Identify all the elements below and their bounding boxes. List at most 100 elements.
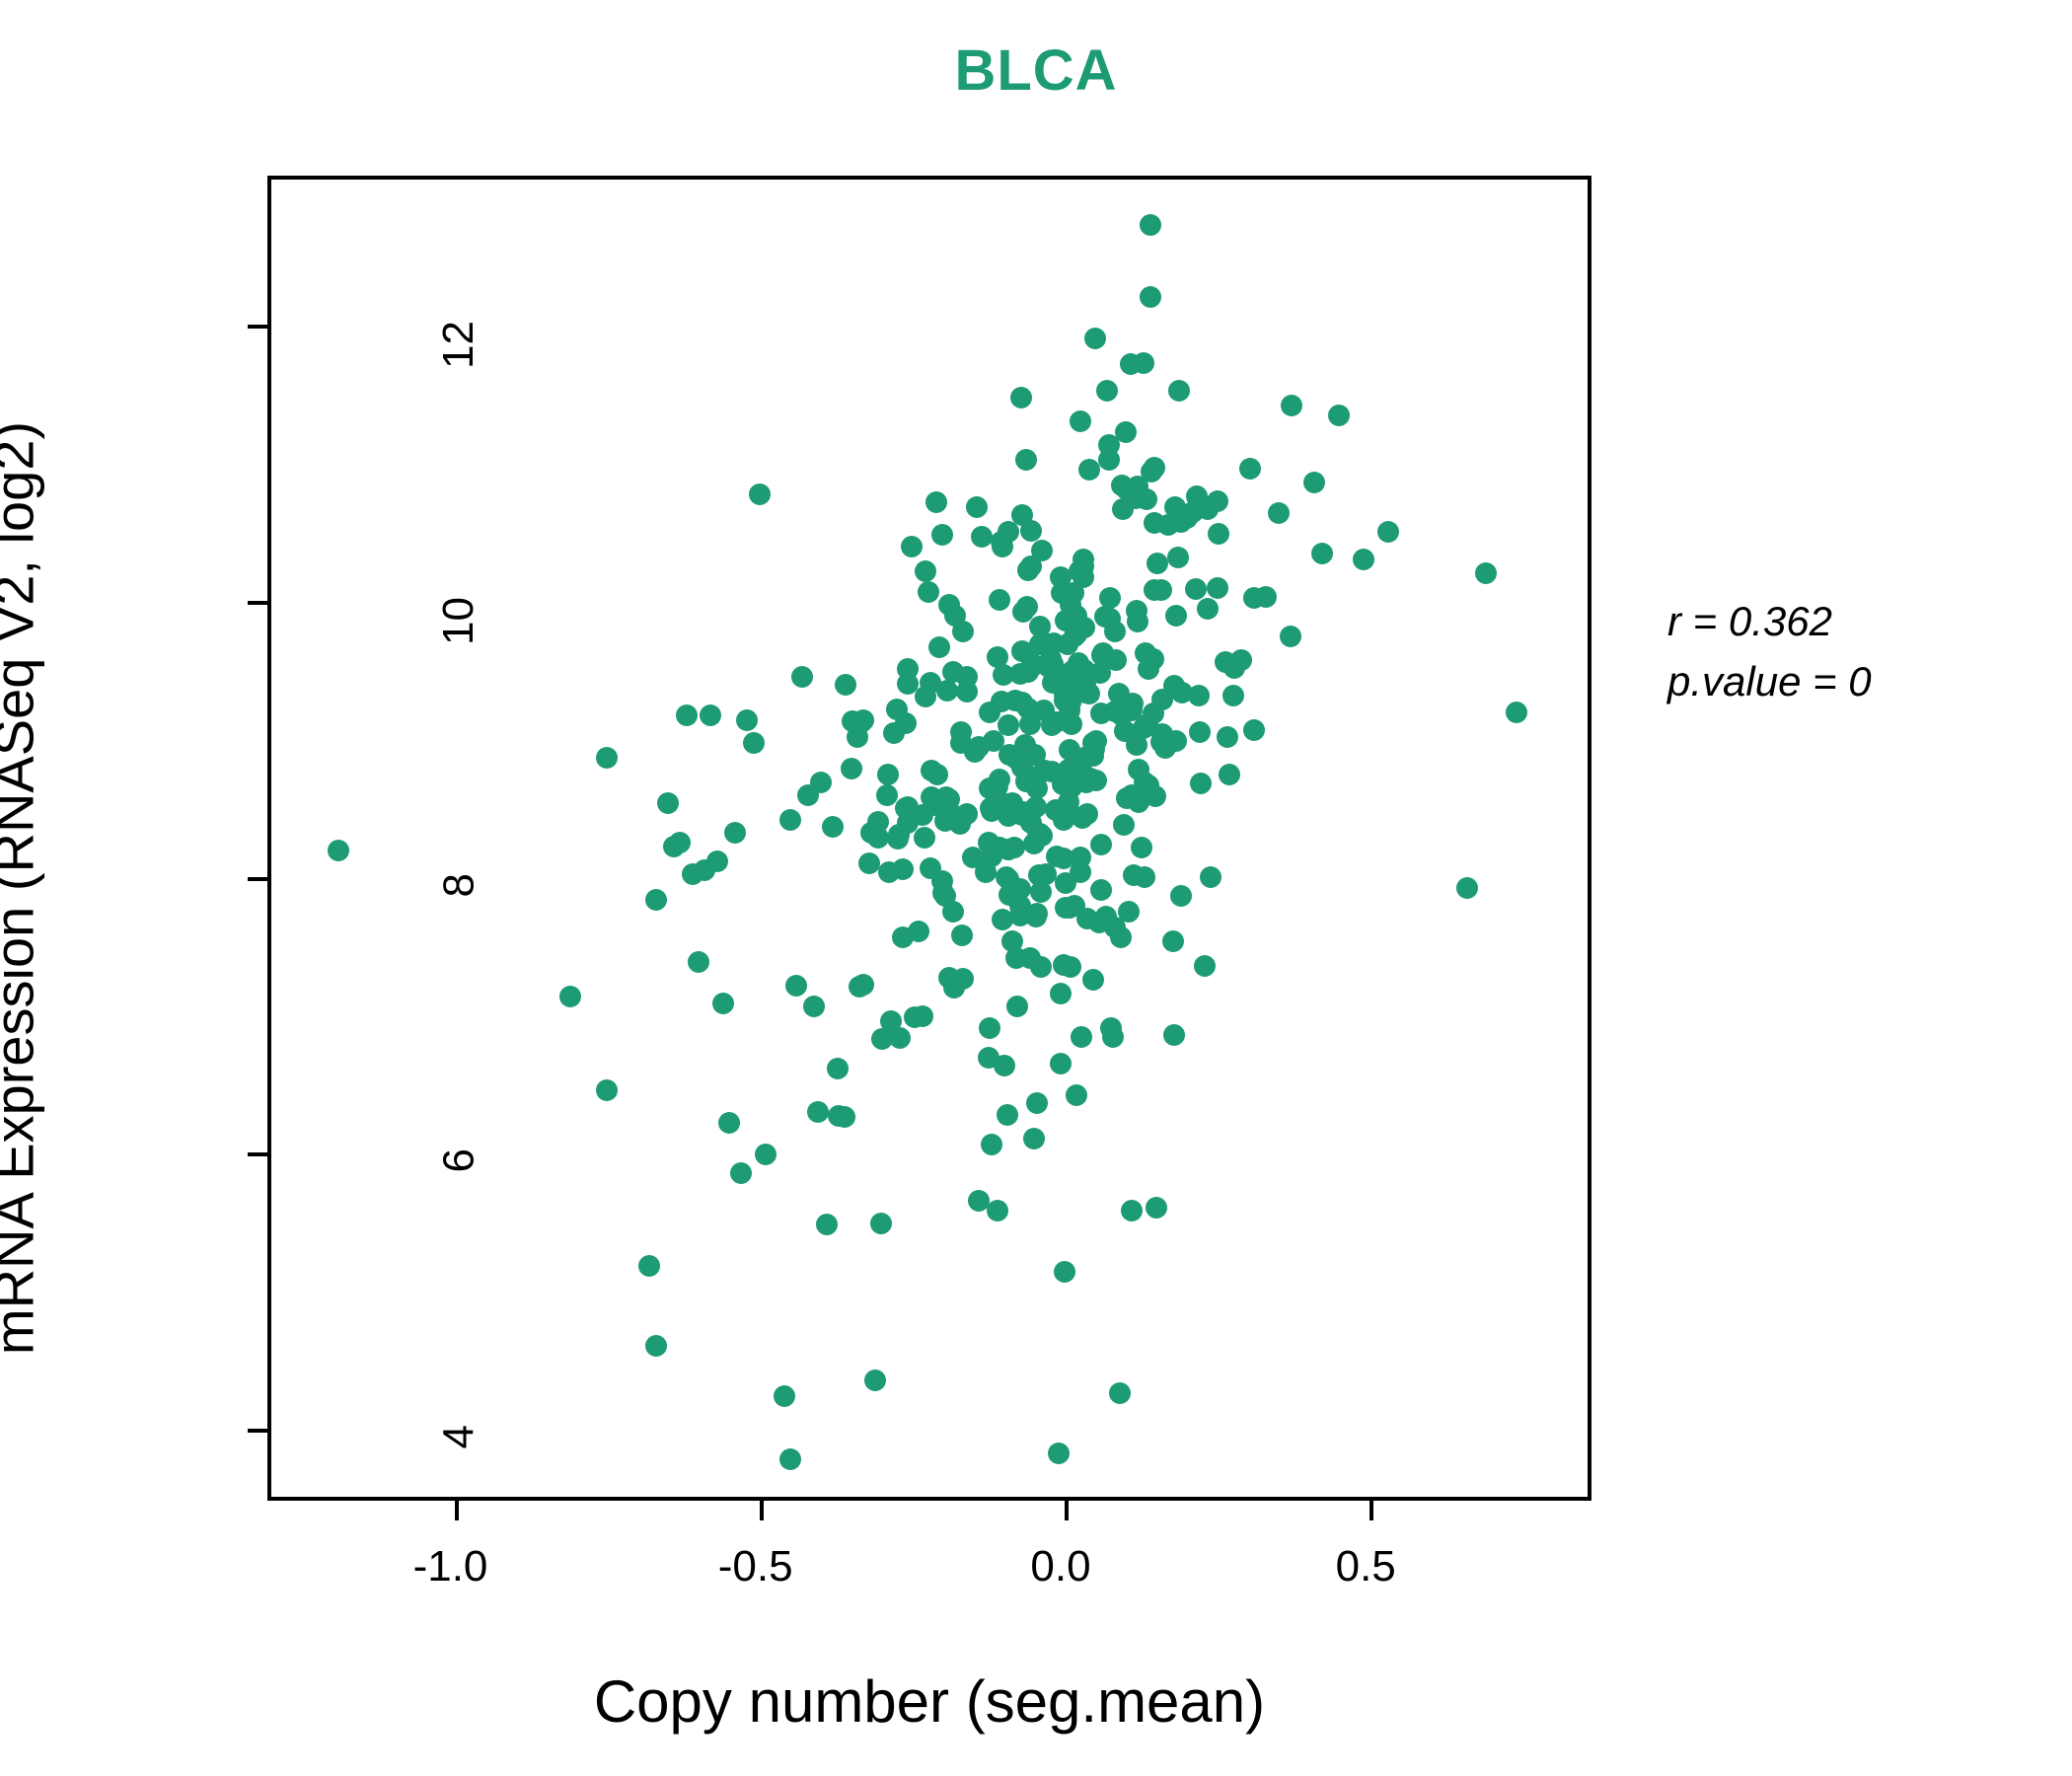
scatter-point — [1061, 713, 1082, 736]
scatter-point — [1112, 813, 1135, 836]
scatter-point — [977, 831, 999, 853]
scatter-point — [1376, 520, 1399, 543]
x-tick-label: 0.0 — [1030, 1542, 1091, 1591]
scatter-point — [827, 1058, 850, 1079]
y-tick-label: 10 — [434, 596, 482, 645]
scatter-point — [989, 790, 1011, 813]
scatter-point — [1049, 565, 1072, 588]
scatter-point — [809, 772, 832, 794]
scatter-point — [892, 926, 914, 949]
scatter-point — [1019, 555, 1042, 577]
scatter-point — [1057, 632, 1079, 655]
scatter-point — [1012, 601, 1035, 624]
scatter-point — [870, 1027, 893, 1050]
scatter-point — [1302, 471, 1325, 493]
scatter-point — [1134, 866, 1156, 889]
scatter-point — [748, 483, 771, 505]
scatter-point — [791, 665, 813, 688]
scatter-point — [942, 976, 965, 999]
scatter-point — [1041, 760, 1064, 782]
scatter-point — [1010, 804, 1033, 826]
scatter-point — [987, 645, 1009, 668]
scatter-point — [1028, 616, 1051, 638]
scatter-point — [1103, 700, 1126, 722]
scatter-point — [559, 986, 581, 1008]
scatter-point — [1089, 879, 1112, 902]
scatter-point — [1161, 929, 1184, 952]
scatter-point — [988, 589, 1010, 611]
scatter-point — [1144, 578, 1166, 601]
scatter-point — [1002, 837, 1025, 859]
scatter-point — [991, 908, 1013, 930]
scatter-point — [1242, 719, 1265, 741]
scatter-point — [1049, 1052, 1072, 1074]
scatter-point — [1014, 449, 1037, 472]
scatter-point — [644, 1335, 667, 1358]
scatter-point — [1121, 1200, 1143, 1221]
scatter-point — [1033, 699, 1056, 721]
scatter-point — [778, 809, 801, 832]
scatter-point — [941, 660, 964, 683]
correlation-annotation: r = 0.362 p.value = 0 — [1667, 592, 1872, 712]
scatter-point — [1164, 495, 1187, 518]
y-tick-label: 8 — [434, 872, 482, 897]
scatter-point — [1029, 881, 1052, 904]
scatter-point — [1126, 599, 1148, 622]
scatter-point — [1114, 421, 1137, 443]
scatter-point — [638, 1255, 661, 1277]
scatter-point — [1143, 703, 1165, 725]
scatter-point — [1044, 670, 1067, 693]
y-tick-label: 6 — [434, 1148, 482, 1173]
scatter-point — [1267, 501, 1290, 524]
scatter-point — [998, 714, 1020, 737]
scatter-point — [1069, 846, 1091, 868]
y-tick-label: 12 — [434, 320, 482, 369]
scatter-point — [1045, 845, 1068, 867]
scatter-point — [980, 1133, 1002, 1155]
scatter-point — [885, 699, 908, 721]
scatter-point — [1026, 902, 1049, 925]
x-tick-mark — [454, 1497, 459, 1520]
scatter-point — [927, 636, 950, 659]
scatter-point — [1108, 683, 1131, 705]
scatter-point — [1280, 394, 1302, 416]
scatter-point — [1167, 380, 1190, 403]
scatter-point — [1089, 662, 1112, 684]
scatter-point — [897, 672, 920, 695]
y-tick-mark — [248, 876, 271, 881]
x-axis-title: Copy number (seg.mean) — [593, 1668, 1266, 1735]
scatter-point — [911, 1005, 933, 1028]
scatter-point — [1025, 1092, 1048, 1115]
scatter-point — [1121, 784, 1144, 807]
chart-title: BLCA — [954, 38, 1118, 103]
scatter-point — [1197, 497, 1220, 520]
scatter-point — [687, 951, 709, 974]
scatter-point — [986, 1200, 1008, 1221]
scatter-point — [1222, 656, 1245, 679]
scatter-point — [1136, 487, 1158, 510]
y-tick-mark — [248, 600, 271, 605]
scatter-point — [1139, 286, 1161, 309]
scatter-point — [889, 1027, 911, 1050]
scatter-points-layer — [271, 180, 1588, 1497]
scatter-point — [1077, 458, 1100, 481]
x-tick-label: -1.0 — [412, 1542, 488, 1591]
scatter-point — [1216, 725, 1238, 748]
scatter-point — [978, 1017, 1000, 1040]
scatter-point — [803, 996, 826, 1017]
scatter-point — [1099, 1016, 1122, 1039]
scatter-point — [1005, 996, 1028, 1018]
scatter-point — [1163, 1024, 1186, 1047]
scatter-point — [1015, 771, 1038, 792]
scatter-point — [1094, 606, 1117, 629]
scatter-point — [1017, 661, 1040, 684]
scatter-point — [1076, 907, 1099, 929]
scatter-point — [1474, 561, 1497, 584]
scatter-point — [970, 525, 993, 548]
scatter-point — [919, 672, 941, 695]
scatter-point — [864, 1369, 887, 1392]
scatter-point — [950, 925, 973, 947]
scatter-point — [935, 679, 958, 702]
scatter-point — [858, 851, 881, 874]
scatter-point — [934, 884, 957, 907]
